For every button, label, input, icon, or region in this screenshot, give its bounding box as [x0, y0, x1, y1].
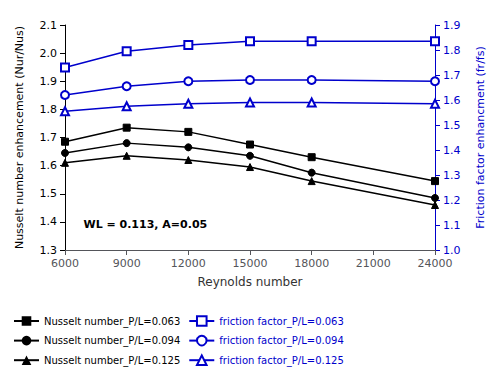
svg-text:1.3: 1.3: [40, 244, 58, 257]
svg-text:2.0: 2.0: [40, 47, 58, 60]
svg-text:Nusselt number_P/L=0.094: Nusselt number_P/L=0.094: [44, 335, 180, 347]
svg-text:Nusselt number enhancement (Nu: Nusselt number enhancement (Nur/Nus): [13, 26, 26, 249]
svg-text:15000: 15000: [233, 257, 268, 270]
svg-text:Reynolds number: Reynolds number: [197, 275, 302, 289]
svg-text:18000: 18000: [294, 257, 329, 270]
svg-text:friction factor_P/L=0.125: friction factor_P/L=0.125: [219, 355, 344, 367]
svg-text:1.5: 1.5: [40, 187, 58, 200]
svg-text:1.9: 1.9: [40, 75, 58, 88]
svg-text:Friction factor enhancment (fr: Friction factor enhancment (fr/fs): [474, 46, 487, 228]
svg-text:1.8: 1.8: [40, 103, 58, 116]
svg-text:1.6: 1.6: [40, 159, 58, 172]
svg-text:1.8: 1.8: [443, 44, 461, 57]
svg-text:1.3: 1.3: [443, 169, 461, 182]
svg-text:1.7: 1.7: [443, 69, 461, 82]
svg-text:Nusselt number_P/L=0.063: Nusselt number_P/L=0.063: [44, 316, 180, 328]
svg-text:24000: 24000: [418, 257, 453, 270]
svg-text:friction factor_P/L=0.063: friction factor_P/L=0.063: [219, 316, 344, 328]
svg-text:1.1: 1.1: [443, 219, 461, 232]
svg-text:1.2: 1.2: [443, 194, 461, 207]
svg-text:1.9: 1.9: [443, 19, 461, 32]
svg-text:6000: 6000: [51, 257, 79, 270]
svg-text:1.4: 1.4: [40, 215, 58, 228]
svg-text:1.7: 1.7: [40, 131, 58, 144]
svg-text:1.5: 1.5: [443, 119, 461, 132]
svg-text:21000: 21000: [356, 257, 391, 270]
svg-text:WL = 0.113, A=0.05: WL = 0.113, A=0.05: [84, 218, 208, 231]
svg-text:12000: 12000: [171, 257, 206, 270]
svg-text:9000: 9000: [113, 257, 141, 270]
svg-text:friction factor_P/L=0.094: friction factor_P/L=0.094: [219, 335, 344, 347]
svg-text:1.0: 1.0: [443, 244, 461, 257]
svg-text:2.1: 2.1: [40, 19, 58, 32]
svg-text:1.6: 1.6: [443, 94, 461, 107]
svg-text:1.4: 1.4: [443, 144, 461, 157]
svg-text:Nusselt number_P/L=0.125: Nusselt number_P/L=0.125: [44, 355, 180, 367]
